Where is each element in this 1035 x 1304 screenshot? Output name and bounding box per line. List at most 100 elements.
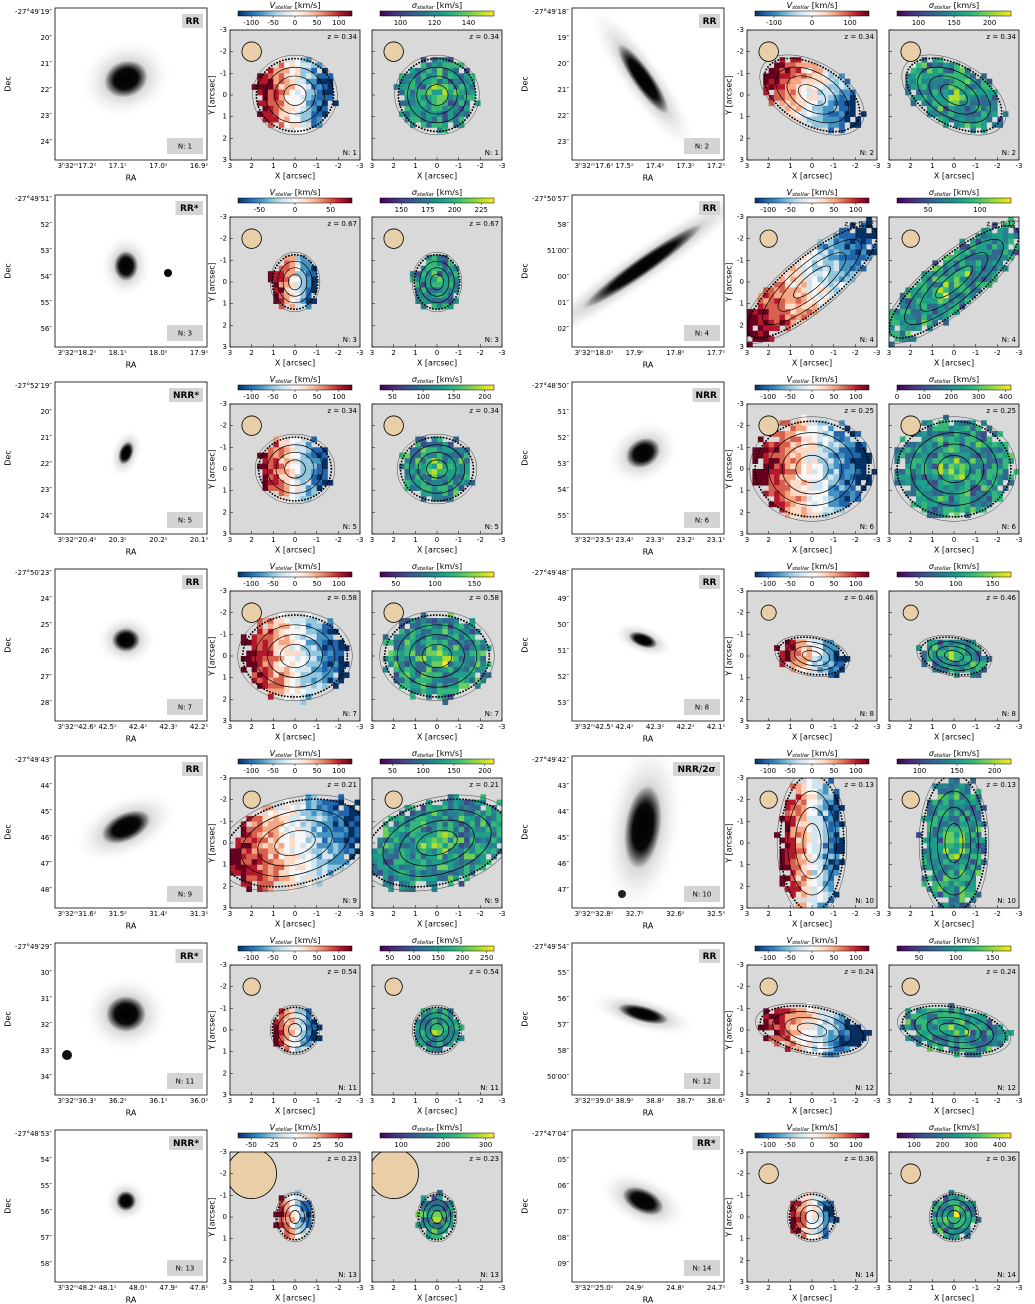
spaxel [839,227,845,234]
spaxel [278,661,285,668]
spaxel [981,105,987,112]
spaxel [404,875,411,882]
title-subscript: stellar [934,753,952,759]
y-tick-label: -1 [737,630,744,638]
colorbar-tick-label: 100 [973,206,986,214]
spaxel [458,853,465,860]
spaxel [801,84,807,90]
spaxel [377,853,384,860]
spaxel [278,89,285,96]
spaxel [409,89,416,96]
spaxel [289,864,296,871]
spaxel [943,452,949,459]
spaxel [399,639,405,646]
spaxel [822,821,829,828]
spaxel [485,859,492,865]
spaxel [916,832,922,838]
spaxel [812,496,818,502]
spaxel [327,677,334,684]
colorbar-tick-label: 50 [391,580,400,588]
spaxel [828,260,834,267]
spaxel [404,639,411,646]
spaxel [295,672,301,678]
spaxel [844,95,851,101]
spaxel [860,227,867,234]
spaxel [774,67,780,74]
spaxel [959,639,966,646]
spaxel [474,661,481,668]
spaxel [964,848,971,855]
colorbar-tick-label: -100 [243,580,259,588]
spaxel [812,815,818,822]
spaxel [322,452,328,459]
spaxel [267,688,274,695]
spaxel [273,618,280,624]
spaxel [833,794,840,800]
spaxel [327,672,334,678]
spaxel [801,265,807,272]
spaxel [822,276,829,283]
spaxel [393,645,400,651]
spaxel [251,656,258,662]
spaxel [795,78,802,85]
map-panel [230,217,360,347]
spaxel [437,848,443,855]
spaxel [806,447,813,454]
spaxel [948,441,955,448]
spaxel [273,276,280,283]
spaxel [970,859,976,865]
spaxel [790,666,797,673]
spaxel [784,474,791,481]
spaxel [779,314,786,321]
spaxel [784,859,791,865]
spaxel [849,244,856,250]
spaxel [910,485,917,491]
spaxel [954,287,960,294]
x-tick-label: 2 [766,910,770,918]
spaxel [447,490,454,497]
spaxel [926,441,933,448]
spaxel [806,298,813,304]
spaxel [784,639,791,646]
spaxel [812,95,818,101]
title-unit: [km/s] [434,1,462,10]
spaxel [300,57,307,63]
colorbar-tick-label: 0 [810,19,814,27]
spaxel [784,512,791,519]
spaxel [954,506,960,513]
spaxel [453,100,459,107]
spaxel [426,100,432,107]
ra-tick-label: 3ʰ32ᵐ18.0ˢ [575,349,614,357]
spaxel [404,469,411,475]
spaxel [932,853,939,860]
n-label: N: 11 [176,1078,195,1086]
spaxel [981,122,987,128]
spaxel [300,656,307,662]
spaxel [273,628,280,635]
dec-tick-label: 24″ [40,138,52,146]
x-tick-label: -1 [313,536,320,544]
spaxel [871,233,877,239]
spaxel [295,254,301,261]
spaxel [833,244,840,250]
spaxel [806,799,813,806]
spaxel [812,116,818,123]
spaxel [839,496,845,502]
spaxel [305,677,312,684]
spaxel [305,832,312,838]
kinematic-ellipse [777,636,847,676]
spaxel [267,458,274,464]
spaxel [300,699,307,706]
spaxel [948,661,955,668]
spaxel [943,303,949,310]
spaxel [784,463,791,470]
spaxel [866,217,872,223]
spaxel [447,826,454,833]
spaxel [278,303,285,310]
image-panel [55,569,207,721]
spaxel [442,688,449,695]
y-tick-label: -1 [220,443,227,451]
spaxel [790,810,797,817]
spaxel [426,78,432,85]
spaxel [970,656,976,662]
